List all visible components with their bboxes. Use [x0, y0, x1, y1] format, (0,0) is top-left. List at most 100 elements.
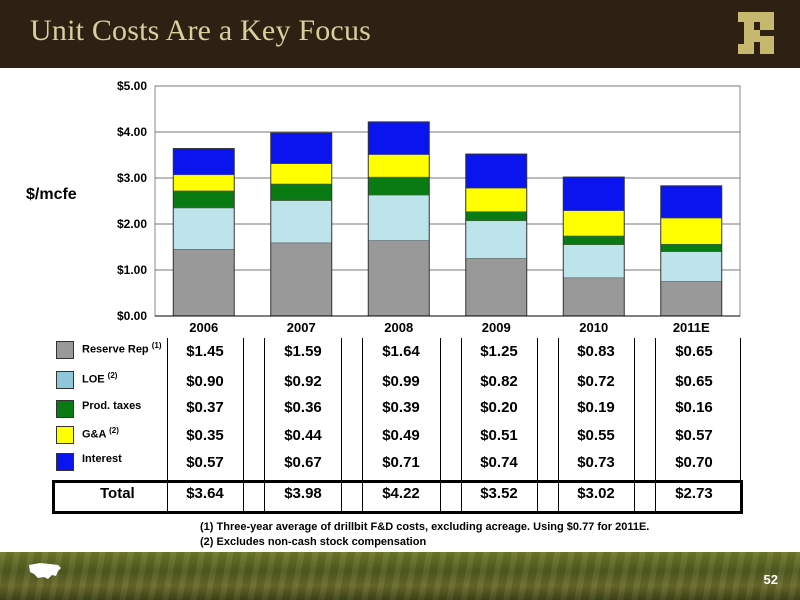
- table-cell: $0.16: [675, 399, 713, 416]
- table-cell: $0.65: [675, 343, 713, 360]
- bar-segment: [660, 281, 722, 317]
- bar-segment: [270, 132, 332, 164]
- table-cell: $0.92: [284, 373, 322, 390]
- bar-segment: [465, 220, 527, 259]
- x-tick-label: 2011E: [673, 320, 710, 335]
- bar-segment: [563, 244, 625, 279]
- bar-segment: [270, 183, 332, 201]
- table-cell: $0.57: [186, 454, 224, 471]
- table-cell: $0.83: [577, 343, 615, 360]
- total-cell: $2.73: [675, 485, 713, 502]
- total-cell: $3.02: [577, 485, 615, 502]
- bar-segment: [563, 235, 625, 245]
- legend-swatch: [56, 371, 74, 389]
- total-column-separator: [440, 483, 441, 511]
- table-cell: $1.45: [186, 343, 224, 360]
- footnote-1: (1) Three-year average of drillbit F&D c…: [200, 521, 650, 533]
- x-tick-label: 2008: [384, 320, 413, 335]
- table-column-separator: [341, 338, 342, 480]
- total-row-box: [52, 480, 743, 514]
- table-column-separator: [243, 338, 244, 480]
- bar-segment: [173, 249, 235, 317]
- table-cell: $0.67: [284, 454, 322, 471]
- table-cell: $0.51: [480, 427, 518, 444]
- bar-segment: [660, 217, 722, 245]
- y-tick-label: $0.00: [117, 309, 147, 323]
- table-column-separator: [537, 338, 538, 480]
- table-cell: $0.57: [675, 427, 713, 444]
- table-cell: $0.44: [284, 427, 322, 444]
- y-tick-label: $5.00: [117, 79, 147, 93]
- total-column-separator: [461, 483, 462, 511]
- bar-segment: [368, 240, 430, 317]
- table-cell: $0.90: [186, 373, 224, 390]
- legend-swatch: [56, 341, 74, 359]
- total-column-separator: [362, 483, 363, 511]
- bar-segment: [270, 163, 332, 185]
- legend-footnote-marker: (2): [107, 371, 118, 380]
- total-column-separator: [558, 483, 559, 511]
- stacked-bar-chart: $0.00 $1.00 $2.00 $3.00 $4.00 $5.00 2006 2007 20…: [117, 79, 741, 335]
- bar-segment: [173, 207, 235, 250]
- bar-segment: [660, 185, 722, 219]
- total-column-separator: [167, 483, 168, 511]
- legend-label-text: Reserve Rep: [82, 343, 152, 356]
- bar-segment: [465, 187, 527, 212]
- legend-label-text: Interest: [82, 453, 122, 465]
- table-cell: $1.25: [480, 343, 518, 360]
- table-cell: $0.65: [675, 373, 713, 390]
- table-column-separator: [167, 338, 168, 480]
- bar-segment: [563, 176, 625, 211]
- bar-segment: [270, 242, 332, 317]
- legend-label: Prod. taxes: [82, 400, 141, 412]
- y-axis-label: $/mcfe: [26, 186, 77, 203]
- total-cell: $3.52: [480, 485, 518, 502]
- header-bar: [0, 0, 800, 68]
- total-cell: $3.98: [284, 485, 322, 502]
- legend-label: Interest: [82, 453, 122, 465]
- table-cell: $0.36: [284, 399, 322, 416]
- footnotes: (1) Three-year average of drillbit F&D c…: [200, 520, 649, 550]
- table-cell: $0.73: [577, 454, 615, 471]
- table-cell: $0.19: [577, 399, 615, 416]
- table-cell: $0.72: [577, 373, 615, 390]
- x-tick-label: 2009: [482, 320, 511, 335]
- bar-segment: [465, 258, 527, 317]
- total-column-separator: [634, 483, 635, 511]
- table-cell: $0.49: [382, 427, 420, 444]
- legend-label-text: Prod. taxes: [82, 400, 142, 412]
- plot-area: [154, 85, 741, 317]
- total-label: Total: [100, 485, 135, 502]
- bar-segment: [465, 153, 527, 189]
- bar-segment: [465, 211, 527, 222]
- table-column-separator: [634, 338, 635, 480]
- total-cell: $4.22: [382, 485, 420, 502]
- y-tick-label: $4.00: [117, 125, 147, 139]
- bar-segment: [368, 176, 430, 196]
- legend-swatch: [56, 453, 74, 471]
- usa-map-icon: [29, 563, 61, 579]
- table-cell: $1.64: [382, 343, 420, 360]
- x-tick-label: 2007: [287, 320, 316, 335]
- table-cell: $0.74: [480, 454, 518, 471]
- legend-footnote-marker: (1): [151, 341, 162, 350]
- table-column-separator: [655, 338, 656, 480]
- legend-label-text: LOE: [82, 373, 108, 386]
- table-column-separator: [440, 338, 441, 480]
- bar-segment: [173, 148, 235, 176]
- bar-segment: [368, 194, 430, 241]
- bar-segment: [563, 277, 625, 317]
- table-cell: $0.37: [186, 399, 224, 416]
- total-column-separator: [537, 483, 538, 511]
- legend-label: Reserve Rep (1): [82, 341, 162, 356]
- table-column-separator: [362, 338, 363, 480]
- table-cell: $0.20: [480, 399, 518, 416]
- table-column-separator: [558, 338, 559, 480]
- table-cell: $0.82: [480, 373, 518, 390]
- x-tick-label: 2006: [189, 320, 218, 335]
- total-column-separator: [264, 483, 265, 511]
- footnote-2: (2) Excludes non-cash stock compensation: [200, 536, 427, 548]
- bar-segment: [368, 154, 430, 178]
- table-column-separator: [461, 338, 462, 480]
- total-column-separator: [243, 483, 244, 511]
